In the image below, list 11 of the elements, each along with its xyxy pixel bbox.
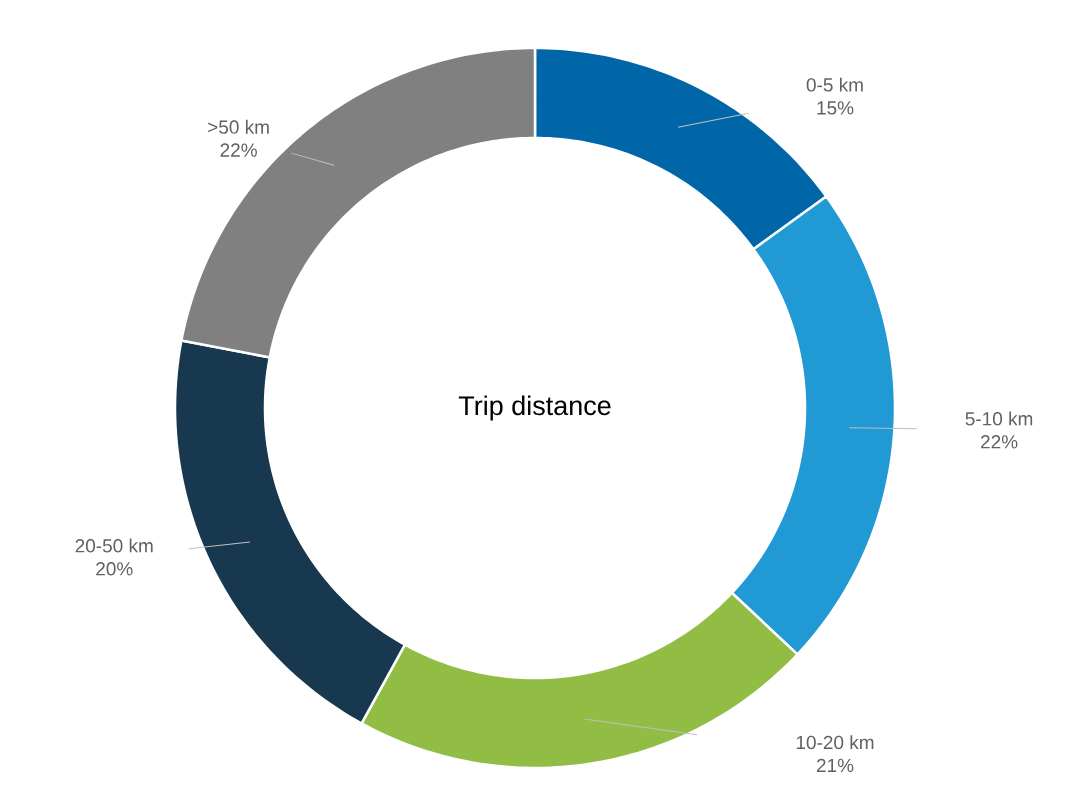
slice-label: 0-5 km <box>806 77 863 92</box>
data-label: 15% <box>817 101 854 115</box>
data-label: 22% <box>220 143 257 157</box>
slice-label: 20-50 km <box>75 538 153 553</box>
slice-label: >50 km <box>208 119 269 134</box>
data-label: 21% <box>816 758 854 773</box>
text: Trip distance <box>458 395 611 421</box>
data-label: 20% <box>96 562 133 576</box>
slice-label: 10-20 km <box>796 735 874 750</box>
data-label: 22% <box>981 435 1018 449</box>
slice-label: 5-10 km <box>965 411 1033 426</box>
